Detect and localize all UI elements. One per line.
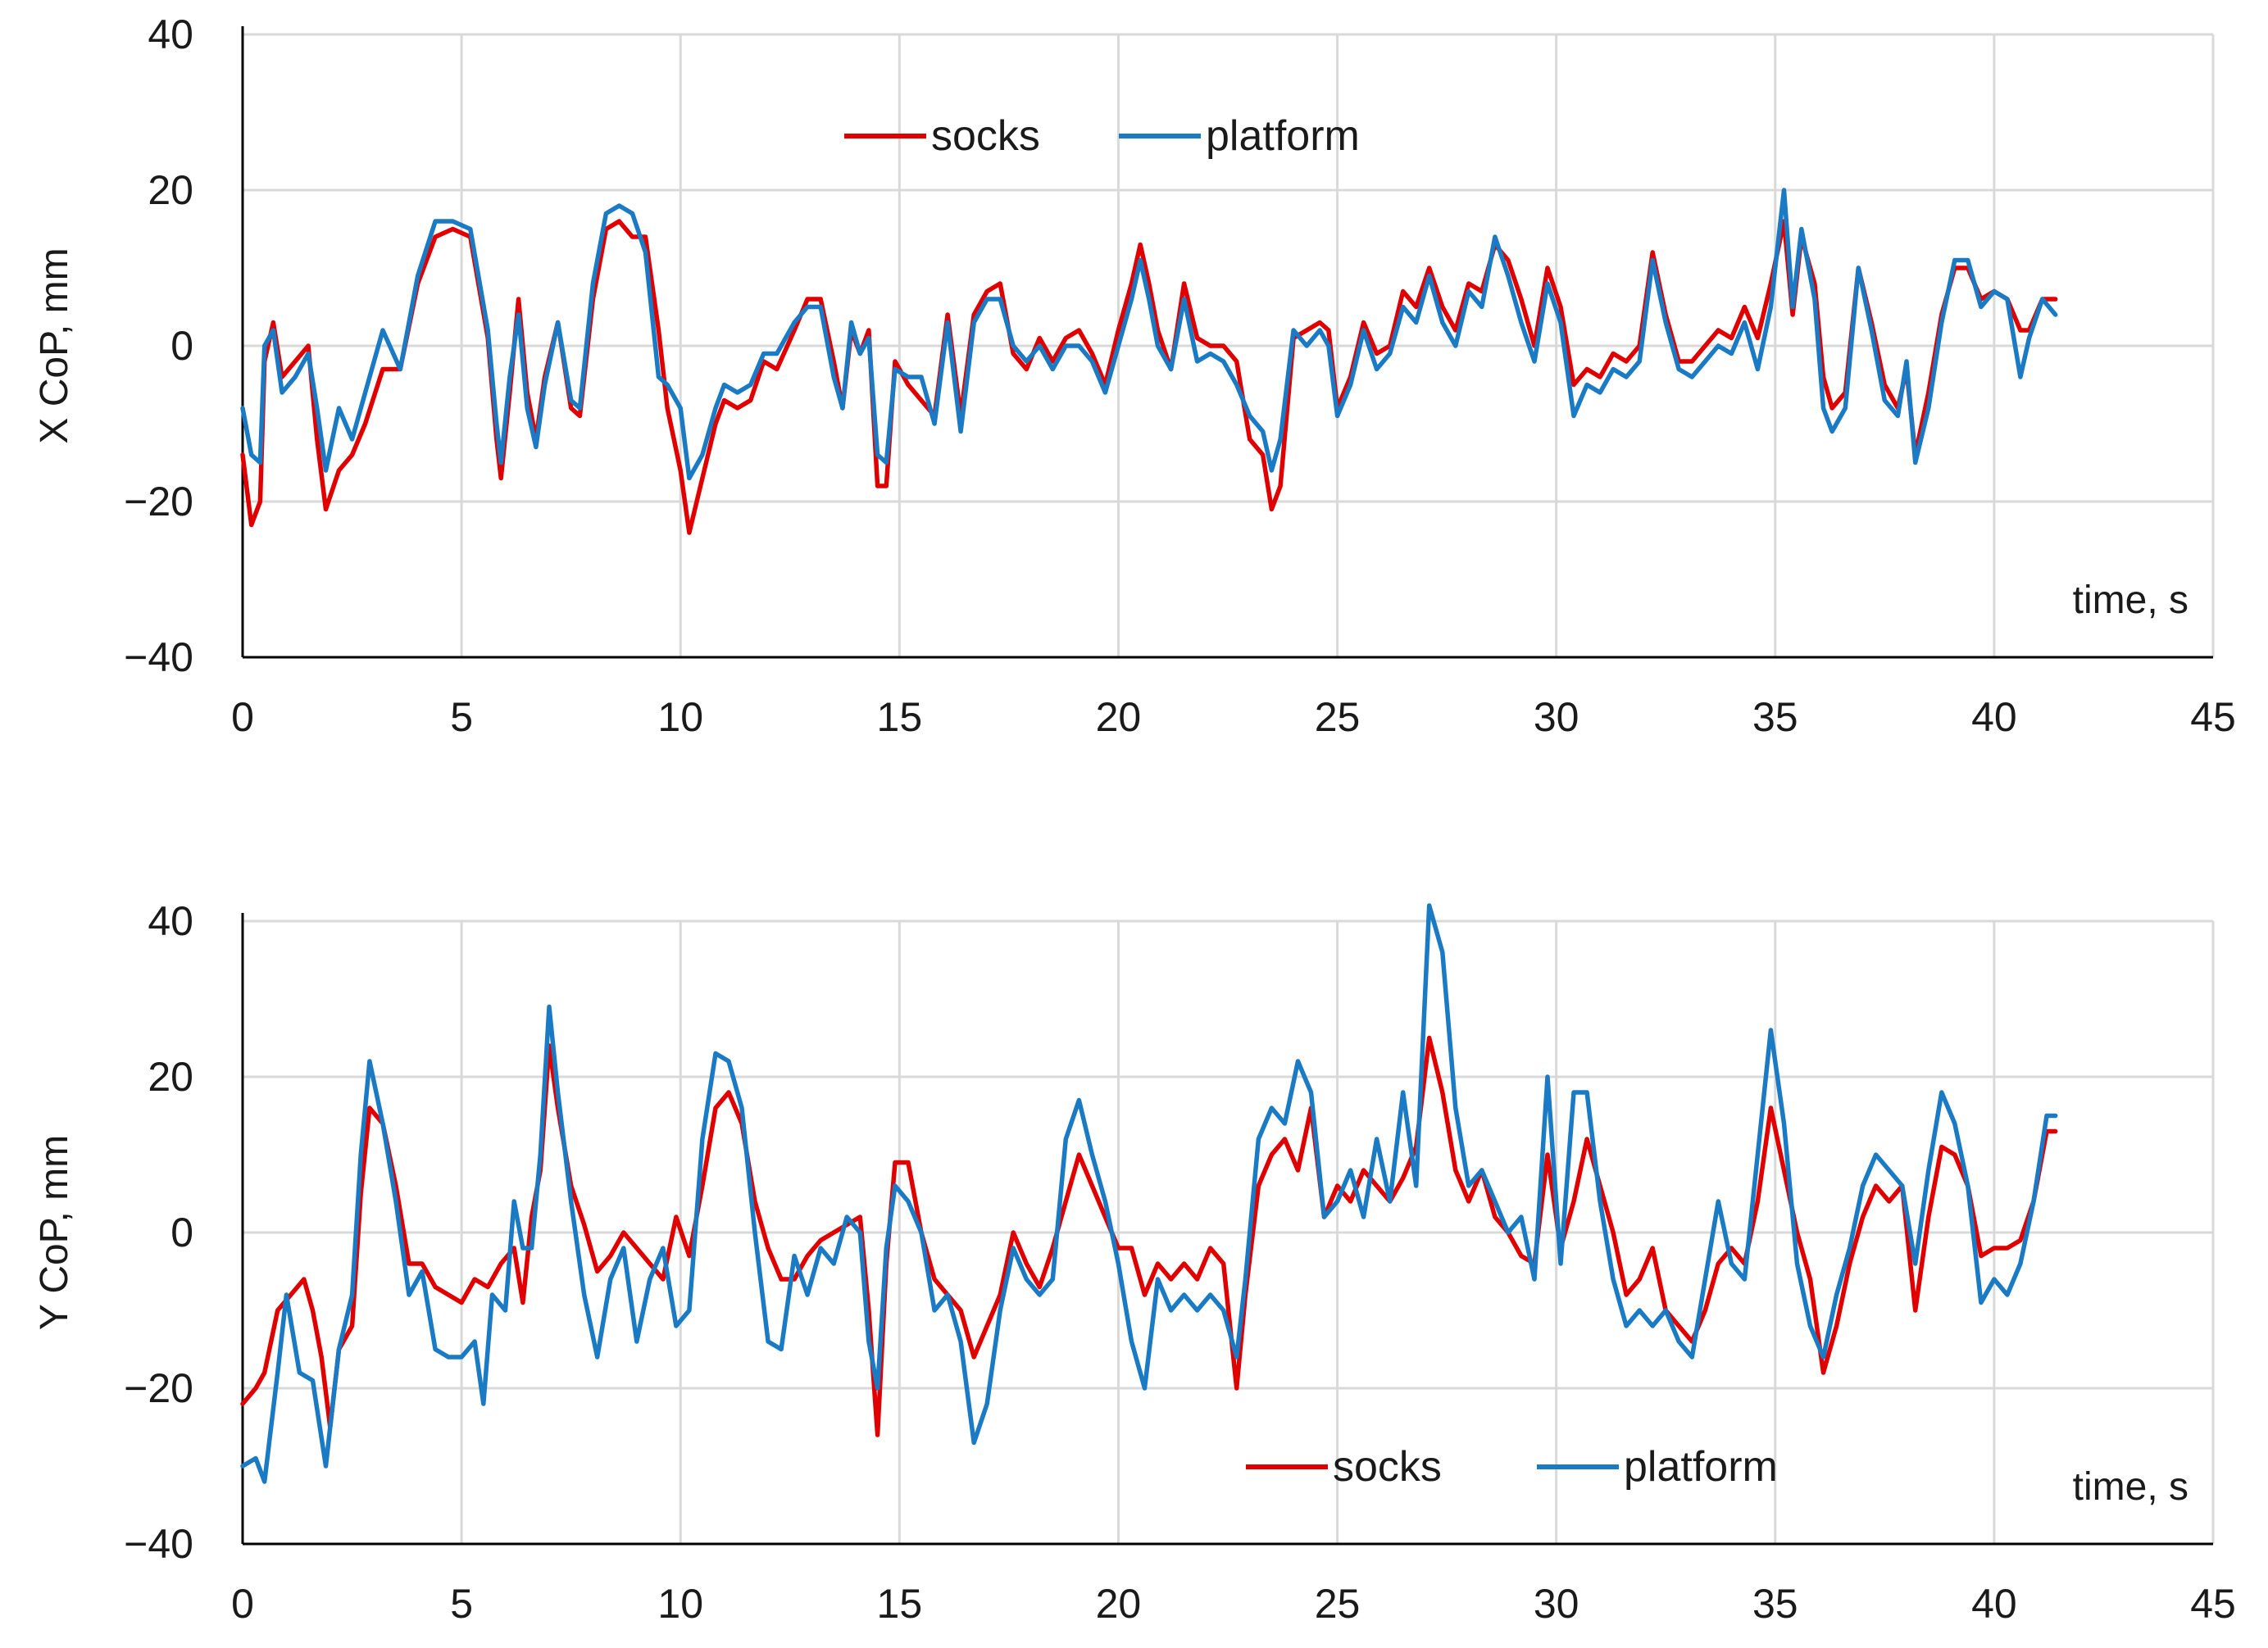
x-tick-label: 10 [657,694,703,740]
series-line-socks [240,219,2058,535]
chart-panel-2: −40 −20 0 20 40 0 5 10 15 20 25 30 35 40 45 Y CoP, mm ti… [33,898,2236,1627]
y-tick-label: 0 [170,323,193,369]
y-tick-label: 40 [148,898,193,944]
x-tick-label: 25 [1315,694,1361,740]
y-axis-label: X CoP, mm [33,247,76,443]
x-tick-label: 15 [877,694,923,740]
x-tick-label: 20 [1096,694,1142,740]
x-axis-label: time, s [2073,579,2188,622]
legend-label-platform: platform [1624,1443,1778,1491]
y-tick-label: −20 [124,479,193,524]
x-tick-label: 5 [450,1581,473,1627]
legend-label-socks: socks [1333,1443,1442,1491]
y-tick-label: −40 [124,634,193,680]
x-tick-label: 40 [1971,1581,2017,1627]
series-line-platform [240,903,2058,1484]
x-tick-label: 45 [2190,1581,2236,1627]
y-tick-label: 20 [148,167,193,213]
x-tick-label: 10 [657,1581,703,1627]
x-tick-label: 40 [1971,694,2017,740]
x-tick-label: 5 [450,694,473,740]
x-tick-label: 25 [1315,1581,1361,1627]
x-tick-label: 15 [877,1581,923,1627]
x-tick-label: 30 [1534,1581,1579,1627]
y-tick-label: 40 [148,11,193,57]
x-tick-label: 35 [1752,694,1798,740]
x-tick-label: 35 [1752,1581,1798,1627]
legend-label-platform: platform [1206,112,1360,160]
series-line-socks [240,1035,2058,1437]
x-tick-label: 45 [2190,694,2236,740]
legend-label-socks: socks [931,112,1040,160]
y-tick-label: 0 [170,1210,193,1255]
x-tick-label: 0 [231,694,254,740]
x-tick-label: 30 [1534,694,1579,740]
chart-panel-1: −40 −20 0 20 40 0 5 10 15 20 25 30 35 40 45 X CoP, mm ti… [33,11,2236,740]
y-tick-label: −20 [124,1365,193,1411]
x-axis-label: time, s [2073,1465,2188,1509]
y-tick-label: −40 [124,1521,193,1567]
y-axis-label: Y CoP, mm [33,1135,76,1330]
series-line-platform [240,188,2058,481]
y-tick-label: 20 [148,1054,193,1100]
x-tick-label: 20 [1096,1581,1142,1627]
x-tick-label: 0 [231,1581,254,1627]
